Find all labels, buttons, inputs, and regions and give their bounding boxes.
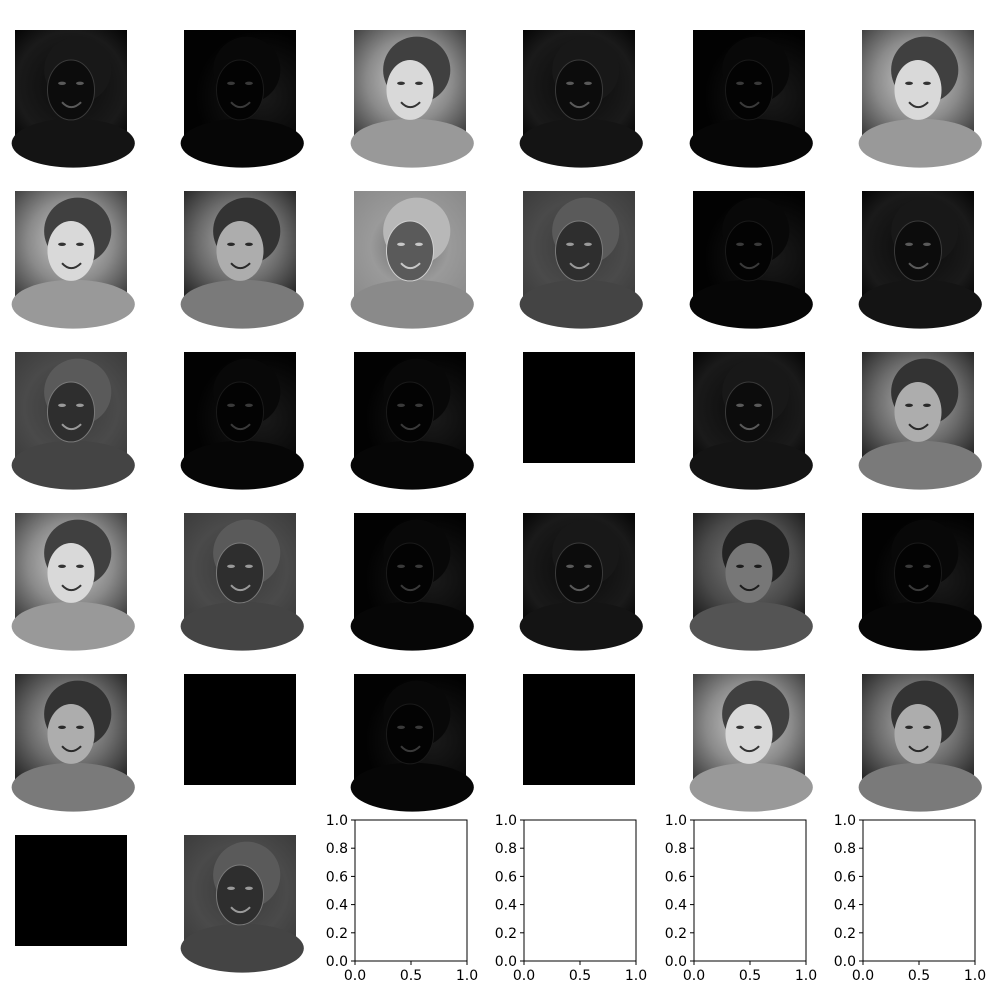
x-tick-label: 0.0 <box>513 968 535 984</box>
y-tick-label: 0.2 <box>834 926 856 942</box>
x-tick-label: 0.0 <box>852 968 874 984</box>
y-tick-label: 0.0 <box>495 954 517 970</box>
y-tick-label: 0.4 <box>665 898 687 914</box>
y-tick-label: 1.0 <box>665 813 687 829</box>
feature-map-panel <box>523 674 635 785</box>
x-tick-label: 0.0 <box>683 968 705 984</box>
y-tick-label: 0.6 <box>665 869 687 885</box>
y-tick-label: 0.4 <box>834 898 856 914</box>
feature-map-panel <box>11 30 135 168</box>
feature-map-panel <box>519 513 643 651</box>
feature-map-panel <box>350 513 474 651</box>
feature-map-panel <box>519 30 643 168</box>
y-tick-label: 0.2 <box>326 926 348 942</box>
empty-axes-panel: 0.0 0.2 0.4 0.6 0.8 1.0 0.0 0.5 1.0 <box>665 813 817 984</box>
feature-map-panel <box>11 352 135 490</box>
y-tick-label: 0.2 <box>665 926 687 942</box>
feature-map-panel <box>858 513 982 651</box>
y-tick-label: 0.6 <box>834 869 856 885</box>
feature-map-panel <box>180 30 304 168</box>
x-tick-label: 1.0 <box>964 968 986 984</box>
feature-map-panel <box>689 352 813 490</box>
y-tick-label: 0.2 <box>495 926 517 942</box>
y-tick-label: 0.6 <box>326 869 348 885</box>
feature-map-panel <box>523 352 635 463</box>
y-tick-label: 0.8 <box>326 841 348 857</box>
feature-map-panel <box>858 352 982 490</box>
x-tick-label: 0.5 <box>569 968 591 984</box>
x-tick-label: 0.5 <box>908 968 930 984</box>
feature-map-panel <box>350 352 474 490</box>
feature-map-panel <box>350 30 474 168</box>
feature-map-panel <box>11 191 135 329</box>
feature-map-panel <box>858 674 982 812</box>
feature-map-panel <box>180 835 304 973</box>
x-tick-label: 1.0 <box>795 968 817 984</box>
feature-map-panel <box>689 30 813 168</box>
x-tick-label: 0.5 <box>739 968 761 984</box>
feature-map-panel <box>180 191 304 329</box>
x-tick-label: 0.5 <box>400 968 422 984</box>
feature-map-panel <box>519 191 643 329</box>
x-tick-label: 0.0 <box>344 968 366 984</box>
feature-map-panel <box>350 674 474 812</box>
x-tick-label: 1.0 <box>625 968 647 984</box>
feature-map-panel <box>350 191 474 329</box>
y-tick-label: 0.8 <box>665 841 687 857</box>
y-tick-label: 1.0 <box>326 813 348 829</box>
y-tick-label: 0.0 <box>665 954 687 970</box>
feature-map-panel <box>15 835 127 946</box>
feature-map-panel <box>689 674 813 812</box>
y-tick-label: 0.6 <box>495 869 517 885</box>
y-tick-label: 0.0 <box>326 954 348 970</box>
y-tick-label: 0.4 <box>326 898 348 914</box>
feature-map-panel <box>11 513 135 651</box>
x-tick-label: 1.0 <box>456 968 478 984</box>
feature-map-panel <box>11 674 135 812</box>
feature-map-panel <box>180 513 304 651</box>
feature-map-panel <box>858 30 982 168</box>
empty-axes-panel: 0.0 0.2 0.4 0.6 0.8 1.0 0.0 0.5 1.0 <box>495 813 647 984</box>
y-tick-label: 0.8 <box>834 841 856 857</box>
empty-axes-panel: 0.0 0.2 0.4 0.6 0.8 1.0 0.0 0.5 1.0 <box>834 813 986 984</box>
y-tick-label: 0.4 <box>495 898 517 914</box>
feature-map-panel <box>858 191 982 329</box>
y-tick-label: 0.0 <box>834 954 856 970</box>
y-tick-label: 1.0 <box>834 813 856 829</box>
feature-map-panel <box>689 513 813 651</box>
feature-map-panel <box>184 674 296 785</box>
feature-map-panel <box>689 191 813 329</box>
feature-map-panel <box>180 352 304 490</box>
y-tick-label: 1.0 <box>495 813 517 829</box>
empty-axes-panel: 0.0 0.2 0.4 0.6 0.8 1.0 0.0 0.5 1.0 <box>326 813 478 984</box>
y-tick-label: 0.8 <box>495 841 517 857</box>
